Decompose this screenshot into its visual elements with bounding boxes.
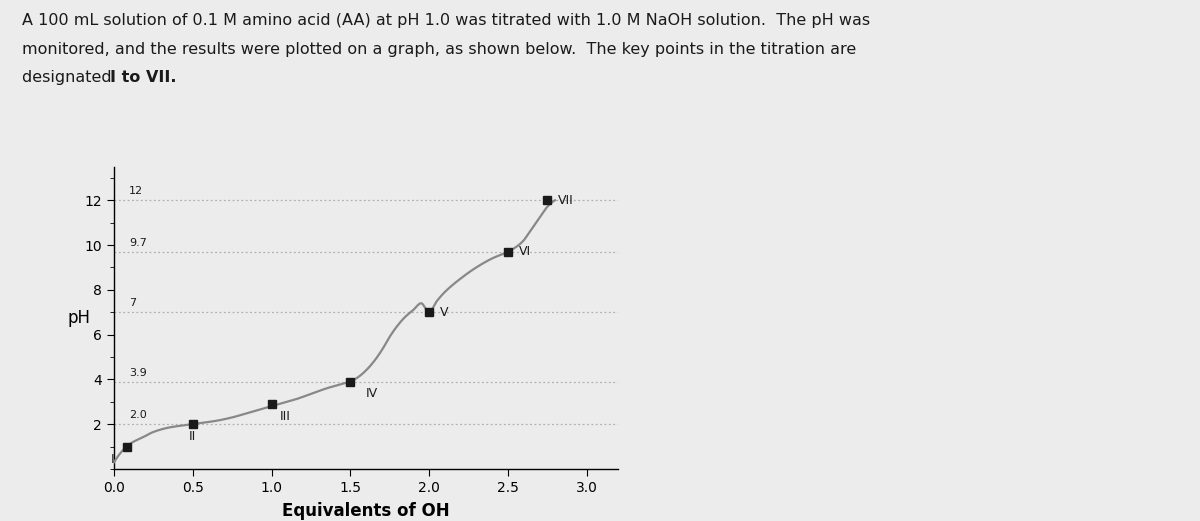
Text: 12: 12: [130, 187, 143, 196]
Text: III: III: [280, 410, 290, 423]
Text: I: I: [110, 453, 114, 466]
Text: 2.0: 2.0: [130, 410, 146, 420]
Text: VII: VII: [558, 194, 574, 207]
Text: V: V: [440, 306, 449, 319]
Y-axis label: pH: pH: [67, 309, 90, 327]
X-axis label: Equivalents of OH: Equivalents of OH: [282, 502, 450, 519]
Text: monitored, and the results were plotted on a graph, as shown below.  The key poi: monitored, and the results were plotted …: [22, 42, 856, 57]
Text: II: II: [190, 430, 197, 443]
Text: IV: IV: [366, 388, 378, 401]
Text: designated: designated: [22, 70, 116, 85]
Text: VI: VI: [518, 245, 530, 258]
Text: 9.7: 9.7: [130, 238, 146, 248]
Text: 7: 7: [130, 298, 137, 308]
Text: I to VII.: I to VII.: [110, 70, 176, 85]
Text: 3.9: 3.9: [130, 368, 146, 378]
Text: A 100 mL solution of 0.1 M amino acid (AA) at pH 1.0 was titrated with 1.0 M NaO: A 100 mL solution of 0.1 M amino acid (A…: [22, 13, 870, 28]
